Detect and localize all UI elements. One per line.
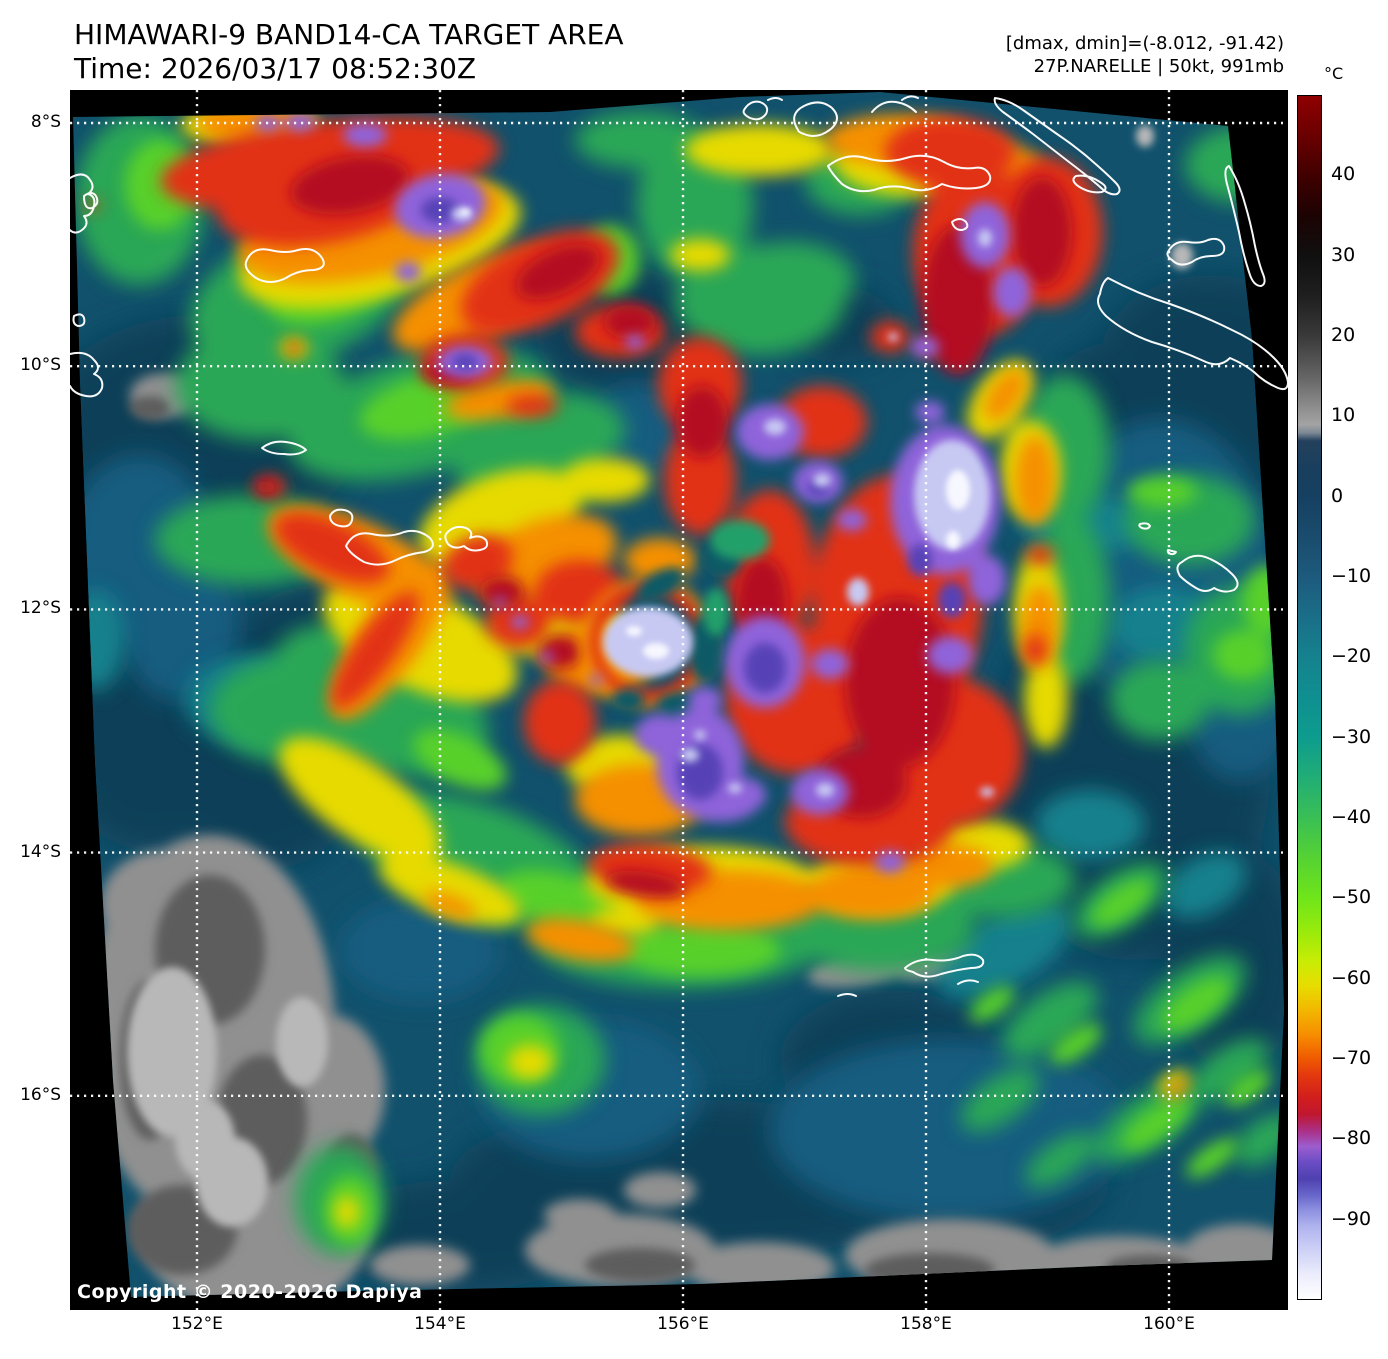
temperature-colorbar [1297,95,1322,1300]
colorbar-tick-label: −40 [1331,806,1372,828]
lat-label: 10°S [20,355,61,376]
lat-lon-gridlines [70,90,1283,1310]
colorbar-tick-label: −70 [1331,1047,1372,1069]
timestamp-label: Time: 2026/03/17 08:52:30Z [74,52,477,85]
colorbar-tick-label: −60 [1331,966,1372,989]
lon-label: 152°E [171,1314,223,1334]
lat-label: 12°S [20,598,61,619]
colorbar-tick-label: 0 [1331,484,1344,507]
lat-label: 14°S [20,841,61,862]
colorbar-tick-label: −30 [1331,725,1372,748]
lat-label: 8°S [30,112,61,132]
colorbar-tick-label: 10 [1331,404,1356,427]
colorbar-tick-label: −20 [1331,645,1372,668]
lon-label: 154°E [414,1314,466,1334]
map-plot-area [70,90,1288,1310]
lat-label: 16°S [20,1084,61,1105]
lon-label: 158°E [900,1314,952,1334]
colorbar-tick-label: −50 [1331,886,1372,909]
satellite-image [70,90,1288,1310]
colorbar-tick-label: −10 [1331,565,1372,587]
lon-label: 156°E [657,1314,709,1334]
page-title: HIMAWARI-9 BAND14-CA TARGET AREA [74,18,624,51]
lon-label: 160°E [1143,1314,1195,1334]
colorbar-tick-label: −80 [1331,1127,1372,1150]
dmax-dmin-label: [dmax, dmin]=(-8.012, -91.42) [1005,33,1284,54]
colorbar-tick-label: 40 [1331,163,1356,186]
colorbar-tick-label: −90 [1331,1207,1372,1230]
copyright-watermark: Copyright © 2020-2026 Dapiya [77,1281,423,1303]
colorbar-tick-label: 30 [1331,243,1356,266]
storm-info-label: 27P.NARELLE | 50kt, 991mb [1033,56,1284,77]
ir-imagery [73,92,1284,1297]
colorbar-tick-label: 20 [1331,324,1356,346]
coastline-outlines [70,95,1288,997]
colorbar-unit-label: °C [1324,64,1344,83]
